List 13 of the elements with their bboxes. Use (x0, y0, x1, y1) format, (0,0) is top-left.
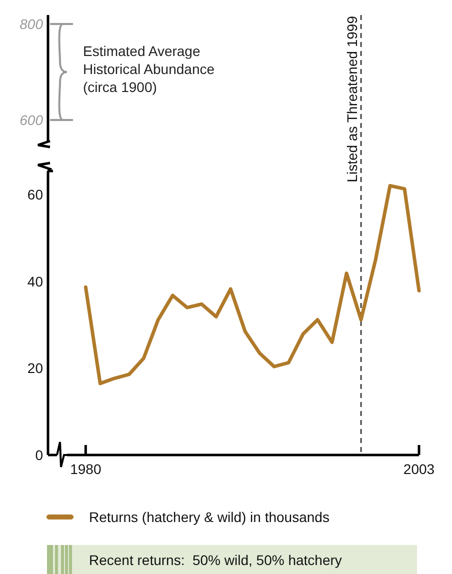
y-tick-label: 0 (35, 446, 44, 463)
text: Recent returns: 50% wild, 50% hatchery (89, 552, 342, 568)
y-tick-label: 40 (27, 273, 44, 290)
x-tick-label: 1980 (70, 461, 102, 477)
ref-line-label: Listed as Threatened 1999 (344, 16, 360, 182)
y-tick-label: 60 (27, 186, 44, 203)
legend-label: Returns (hatchery & wild) in thousands (89, 508, 330, 525)
text: 600 (20, 112, 44, 128)
text: Estimated Average Historical Abundance (circa 1900) (83, 43, 215, 95)
line-series (84, 184, 421, 386)
x-tick-label: 2003 (403, 461, 435, 477)
y-tick-label: 20 (27, 360, 44, 376)
text: 800 (20, 16, 44, 32)
